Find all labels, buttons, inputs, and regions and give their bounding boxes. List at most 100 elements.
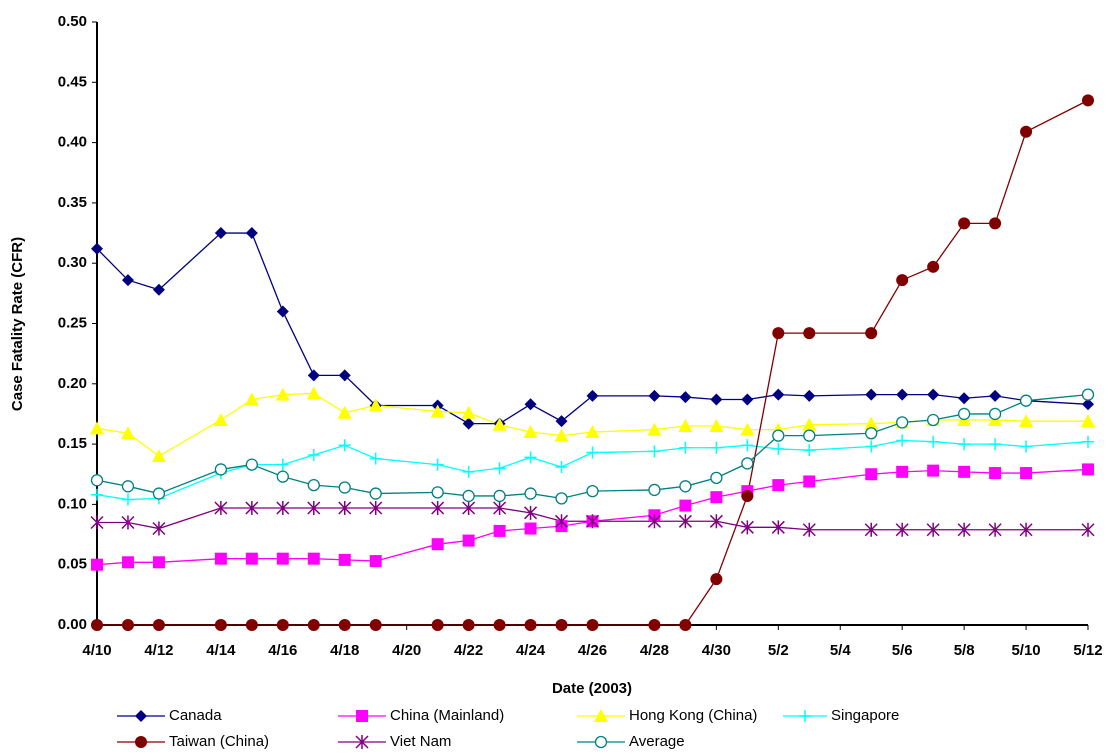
marker (1081, 388, 1095, 401)
marker (524, 505, 538, 520)
marker (338, 369, 351, 382)
legend-label: Viet Nam (390, 733, 451, 750)
marker (90, 421, 104, 435)
marker (799, 710, 811, 722)
y-tick-label: 0.50 (58, 13, 87, 30)
legend-label: China (Mainland) (390, 707, 504, 724)
marker (524, 619, 537, 631)
x-tick-label: 5/4 (830, 642, 852, 659)
marker (121, 619, 134, 631)
marker (1082, 435, 1094, 448)
marker (865, 468, 878, 481)
marker (245, 501, 259, 516)
marker (864, 416, 879, 430)
y-tick-label: 0.20 (58, 375, 87, 392)
marker (151, 449, 166, 463)
marker (740, 422, 755, 436)
marker (802, 417, 817, 431)
marker (493, 524, 506, 537)
marker (865, 388, 878, 401)
marker (679, 619, 692, 631)
marker (927, 260, 940, 273)
marker (1019, 522, 1033, 537)
marker (368, 398, 383, 412)
marker (431, 458, 444, 471)
marker (121, 274, 134, 287)
y-tick-label: 0.45 (58, 73, 87, 90)
marker (369, 452, 382, 465)
marker (307, 619, 320, 631)
x-tick-label: 4/28 (640, 642, 669, 659)
marker (958, 392, 971, 405)
marker (555, 619, 568, 631)
y-tick-label: 0.10 (58, 495, 87, 512)
marker (276, 501, 290, 516)
x-tick-label: 5/6 (892, 642, 913, 659)
marker (306, 386, 321, 400)
marker (927, 435, 940, 448)
marker (462, 489, 475, 503)
marker (648, 619, 661, 631)
marker (988, 522, 1002, 537)
x-tick-label: 5/12 (1073, 642, 1102, 659)
marker (307, 552, 320, 565)
marker (338, 439, 351, 452)
marker (896, 416, 909, 429)
marker (896, 274, 909, 287)
marker (462, 501, 476, 516)
marker (307, 478, 320, 492)
marker (679, 480, 692, 493)
marker (678, 419, 693, 433)
marker (772, 429, 785, 442)
x-tick-label: 4/10 (82, 642, 111, 659)
marker (1019, 414, 1034, 428)
marker (1082, 94, 1094, 107)
marker (710, 441, 723, 454)
marker (430, 404, 445, 418)
marker (431, 538, 444, 551)
marker (214, 501, 228, 516)
y-tick-label: 0.35 (58, 194, 87, 211)
marker (245, 458, 258, 471)
marker (120, 426, 135, 440)
x-tick-label: 4/18 (330, 642, 359, 659)
marker (213, 412, 228, 426)
series-line (97, 507, 1088, 531)
marker (586, 389, 599, 402)
x-tick-label: 4/22 (454, 642, 483, 659)
marker (803, 444, 816, 457)
marker (555, 461, 568, 474)
marker (989, 389, 1002, 402)
marker (741, 439, 754, 452)
marker (555, 514, 569, 529)
marker (493, 462, 506, 475)
marker (586, 446, 599, 459)
marker (1082, 398, 1094, 411)
marker (462, 417, 475, 430)
legend-label: Average (629, 733, 685, 750)
marker (244, 392, 259, 406)
marker (648, 483, 661, 497)
x-tick-label: 5/2 (768, 642, 789, 659)
marker (307, 369, 320, 382)
marker (431, 501, 445, 516)
marker (462, 534, 475, 547)
marker (927, 388, 940, 401)
marker (135, 736, 147, 748)
legend-label: Hong Kong (China) (629, 707, 757, 724)
marker (586, 619, 599, 631)
y-tick-label: 0.00 (58, 616, 87, 633)
marker (585, 425, 600, 439)
marker (338, 619, 351, 631)
marker (989, 217, 1002, 230)
marker (803, 327, 816, 340)
marker (710, 471, 723, 485)
legend-label: Canada (169, 707, 222, 724)
marker (524, 398, 537, 411)
marker (989, 467, 1002, 480)
x-tick-label: 4/26 (578, 642, 607, 659)
marker (896, 388, 909, 401)
marker (276, 470, 289, 483)
marker (647, 514, 661, 529)
